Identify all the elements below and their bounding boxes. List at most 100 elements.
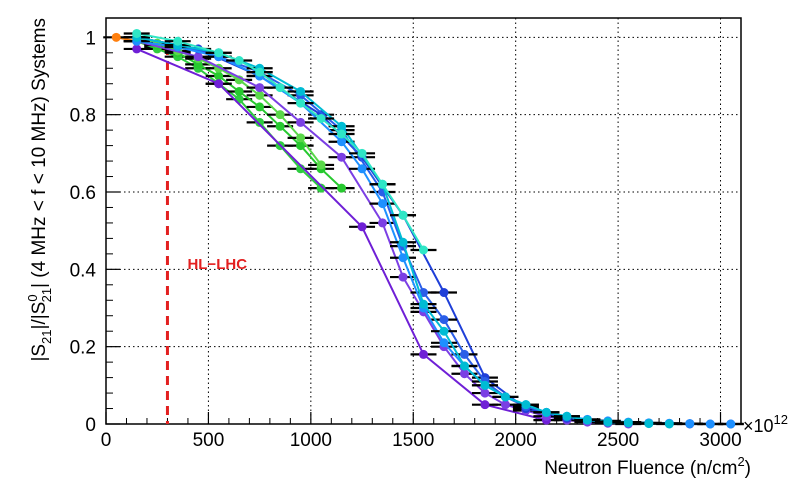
series-system-10 [123,32,683,429]
data-point [541,407,551,417]
series-system-5 [123,44,560,425]
y-tick-label: 1 [85,28,96,49]
data-point [459,349,469,359]
data-point [255,102,265,112]
x-tick-label: 1500 [392,430,434,451]
data-point [316,160,326,170]
data-point [357,222,367,232]
y-title-sub-2: 21 [39,288,54,302]
y-title-part-3: | (4 MHz < f < 10 MHz) Systems [29,18,50,288]
data-point [234,56,244,66]
data-point [521,400,531,410]
x-tick-label: 2000 [495,430,537,451]
data-point [419,299,428,309]
data-point [255,83,265,93]
data-point [398,237,408,247]
series-line [136,36,711,425]
series-system-9 [123,36,744,429]
data-point [378,218,388,228]
series-layer [103,28,744,429]
x-title-sup: 2 [737,454,744,469]
data-point [214,79,224,89]
data-point [337,129,347,139]
series-line [136,40,731,425]
data-point [296,141,306,151]
plot-frame [105,17,742,425]
x-tick-label: 1000 [290,430,332,451]
data-point [439,315,449,325]
y-title-part-1: |S [29,344,50,362]
data-point [685,419,695,429]
data-point [439,288,449,298]
data-point [316,183,326,193]
data-point [623,418,633,428]
data-point [419,349,428,359]
grid [106,18,741,424]
data-point [644,419,654,429]
data-point [296,117,306,127]
data-point [480,380,490,390]
data-point [111,32,121,42]
data-point [439,338,449,348]
data-point [193,52,203,62]
data-point [500,400,510,410]
annotation-layer: HL−LHC [165,46,247,424]
hl-lhc-label: HL−LHC [187,256,247,273]
data-point [500,392,510,402]
y-tick-label: 0.4 [70,260,97,281]
series-line [136,36,670,425]
data-point [296,86,306,96]
x-title-end: ) [745,458,751,479]
data-point [296,133,306,143]
y-tick-labels: 0 0.2 0.4 0.6 0.8 1 [70,28,97,436]
data-point [214,71,224,81]
x-axis-title: Neutron Fluence (n/cm2) [544,454,751,479]
y-tick-label: 0 [85,415,96,436]
data-point [705,419,715,429]
data-point [337,137,347,147]
data-point [480,400,490,410]
series-line [136,36,731,425]
data-point [173,36,183,46]
data-point [582,415,592,425]
data-point [337,121,347,131]
data-point [132,44,142,54]
data-point [603,417,613,427]
data-point [255,90,265,100]
x-tick-label: 0 [101,430,112,451]
x-tick-label: 500 [193,430,225,451]
data-point [378,179,388,189]
y-axis-title: |S21|/|S021| (4 MHz < f < 10 MHz) System… [25,18,54,362]
y-tick-label: 0.6 [70,183,96,204]
data-point [664,419,674,429]
data-point [132,28,142,38]
x-tick-label: 2500 [597,430,639,451]
y-tick-label: 0.8 [70,106,96,127]
data-point [316,114,326,124]
data-point [398,210,408,220]
data-point [275,83,285,93]
data-point [562,411,572,421]
series-system-11 [123,28,437,255]
data-point [459,369,469,379]
data-point [480,388,490,398]
series-line [136,40,629,425]
data-point [255,67,265,77]
data-point [337,183,347,193]
x-multiplier-exp: 12 [774,412,788,427]
data-point [459,361,469,371]
series-line [136,47,547,422]
x-axis-multiplier: ×1012 [743,412,788,436]
y-title-sup: 0 [25,294,40,301]
series-system-6 [123,36,642,429]
data-point [255,117,265,127]
x-tick-label: 3000 [699,430,741,451]
y-tick-label: 0.2 [70,338,96,359]
data-point [296,98,306,108]
data-point [357,148,367,158]
series-system-8 [123,32,724,429]
y-title-sub-1: 21 [39,329,54,343]
x-multiplier-base: ×10 [743,416,774,436]
x-title-main: Neutron Fluence (n/cm [544,458,737,479]
